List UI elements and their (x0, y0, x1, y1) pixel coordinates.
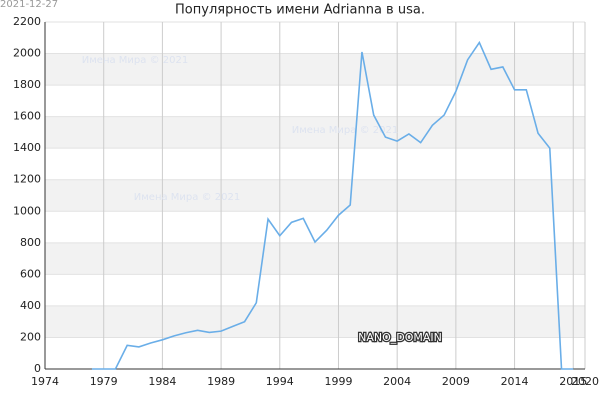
data-line (91, 40, 574, 370)
y-tick-label: 1400 (13, 141, 41, 154)
y-tick-label: 400 (20, 299, 41, 312)
y-tick-label: 2200 (13, 15, 41, 28)
y-tick-label: 600 (20, 267, 41, 280)
grid-band (45, 242, 585, 275)
y-tick-label: 0 (34, 362, 41, 375)
x-tick-label: 1989 (207, 375, 235, 388)
date-label: 2021-12-27 (0, 0, 58, 10)
y-tick-label: 1000 (13, 204, 41, 217)
y-tick-label: 800 (20, 236, 41, 249)
x-tick-label: 2009 (442, 375, 470, 388)
grid-band (45, 179, 585, 212)
x-tick-label: 2020 (571, 375, 599, 388)
x-tick-label: 1984 (148, 375, 176, 388)
x-tick-label: 1974 (31, 375, 59, 388)
y-tick-label: 200 (20, 330, 41, 343)
watermark: Имена Мира © 2021 (82, 55, 188, 66)
y-tick-label: 1600 (13, 110, 41, 123)
x-tick-label: 2014 (501, 375, 529, 388)
x-tick-label: 2004 (383, 375, 411, 388)
grid-band (45, 116, 585, 149)
x-tick-label: 2015 (559, 375, 587, 388)
chart-title: Популярность имени Adrianna в usa. (175, 3, 425, 18)
x-tick-label: 1999 (324, 375, 352, 388)
x-tick-label: 1979 (90, 375, 118, 388)
y-tick-label: 2000 (13, 47, 41, 60)
y-tick-label: 1800 (13, 78, 41, 91)
watermark: Имена Мира © 2021 (292, 125, 398, 136)
grid-band (45, 305, 585, 338)
domain-label: NANO_DOMAIN (358, 331, 442, 344)
y-tick-label: 1200 (13, 173, 41, 186)
x-tick-label: 1994 (266, 375, 294, 388)
watermark: Имена Мира © 2021 (134, 192, 240, 203)
